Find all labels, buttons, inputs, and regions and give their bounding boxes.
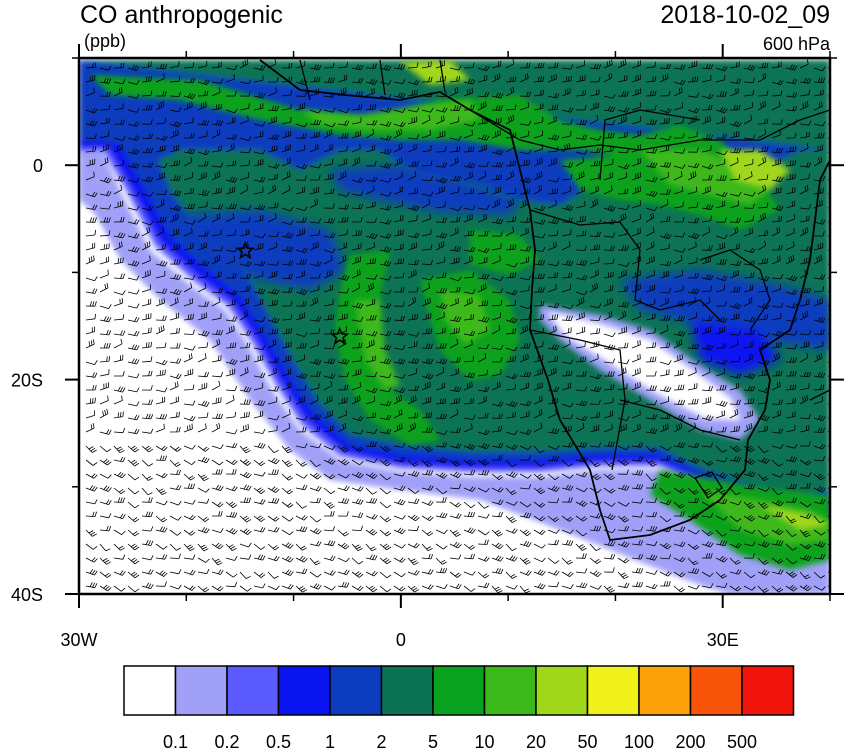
co-high-central — [440, 290, 490, 345]
y-tick-label-1: 20S — [11, 371, 43, 391]
colorbar-swatch-0 — [123, 665, 177, 716]
colorbar-label-7: 20 — [526, 732, 546, 750]
colorbar-swatch-2 — [226, 665, 280, 716]
colorbar-swatch-9 — [586, 665, 640, 716]
x-tick-label-1: 0 — [396, 630, 406, 650]
border-6 — [299, 59, 446, 101]
colorbar-label-3: 1 — [325, 732, 335, 750]
lesotho-border — [694, 471, 723, 499]
co-high-northeast — [640, 150, 770, 205]
y-tick-label-2: 40S — [11, 585, 43, 605]
colorbar-swatch-1 — [174, 665, 228, 716]
wind-barb-lines — [85, 58, 830, 594]
plot-area — [79, 58, 830, 594]
datetime-label: 2018-10-02_09 — [660, 1, 830, 29]
co-band-light-blue — [79, 145, 830, 594]
x-tick-label-2: 30E — [707, 630, 739, 650]
colorbar-label-1: 0.2 — [214, 732, 239, 750]
x-tick-label-0: 30W — [60, 630, 97, 650]
colorbar-label-4: 2 — [376, 732, 386, 750]
colorbar-label-2: 0.5 — [266, 732, 291, 750]
colorbar-swatch-3 — [277, 665, 331, 716]
colorbar: 0.1 0.2 0.5 1 2 5 10 20 50 100 200 500 — [123, 665, 795, 750]
border-7 — [699, 249, 771, 331]
colorbar-swatch-5 — [380, 665, 434, 716]
border-5 — [599, 109, 701, 181]
co-pocket-southeast — [690, 320, 780, 375]
border-2 — [529, 209, 721, 321]
border-1 — [469, 109, 830, 151]
star-marker-1 — [330, 326, 350, 345]
colorbar-swatch-11 — [689, 665, 743, 716]
border-4 — [619, 399, 741, 441]
colorbar-swatch-6 — [432, 665, 486, 716]
colorbar-label-6: 10 — [474, 732, 494, 750]
colorbar-label-8: 50 — [577, 732, 597, 750]
colorbar-swatch-7 — [483, 665, 537, 716]
colorbar-label-10: 200 — [675, 732, 705, 750]
co-patch-plume-west — [335, 250, 440, 445]
colorbar-label-0: 0.1 — [163, 732, 188, 750]
map-title: CO anthropogenic — [80, 1, 283, 29]
plot-frame — [77, 56, 832, 596]
colorbar-swatch-12 — [741, 665, 795, 716]
co-high-north — [300, 100, 480, 130]
clean-air-region — [79, 205, 700, 594]
co-field-clean-air — [540, 305, 760, 440]
madagascar-outline — [809, 389, 830, 401]
pressure-level-label: 600 hPa — [762, 34, 830, 54]
colorbar-label-5: 5 — [428, 732, 438, 750]
y-tick-label-0: 0 — [33, 156, 43, 176]
co-patch-central — [470, 230, 540, 275]
site-markers — [235, 240, 350, 345]
colorbar-swatch-8 — [535, 665, 589, 716]
co-clean-air-core — [548, 312, 740, 420]
border-3 — [529, 329, 626, 471]
co-peak-south — [760, 505, 830, 530]
colorbar-swatch-10 — [638, 665, 692, 716]
country-borders — [299, 59, 830, 499]
wind-barbs — [85, 58, 830, 594]
co-high-plume — [355, 300, 400, 390]
colorbar-swatch-4 — [329, 665, 383, 716]
star-marker-0 — [235, 240, 255, 260]
units-label: (ppb) — [84, 31, 127, 51]
colorbar-label-11: 500 — [727, 732, 757, 750]
map-axes: 30W 0 30E 0 20S 40S — [11, 44, 844, 650]
colorbar-label-9: 100 — [624, 732, 654, 750]
co-pocket-north — [330, 165, 520, 215]
